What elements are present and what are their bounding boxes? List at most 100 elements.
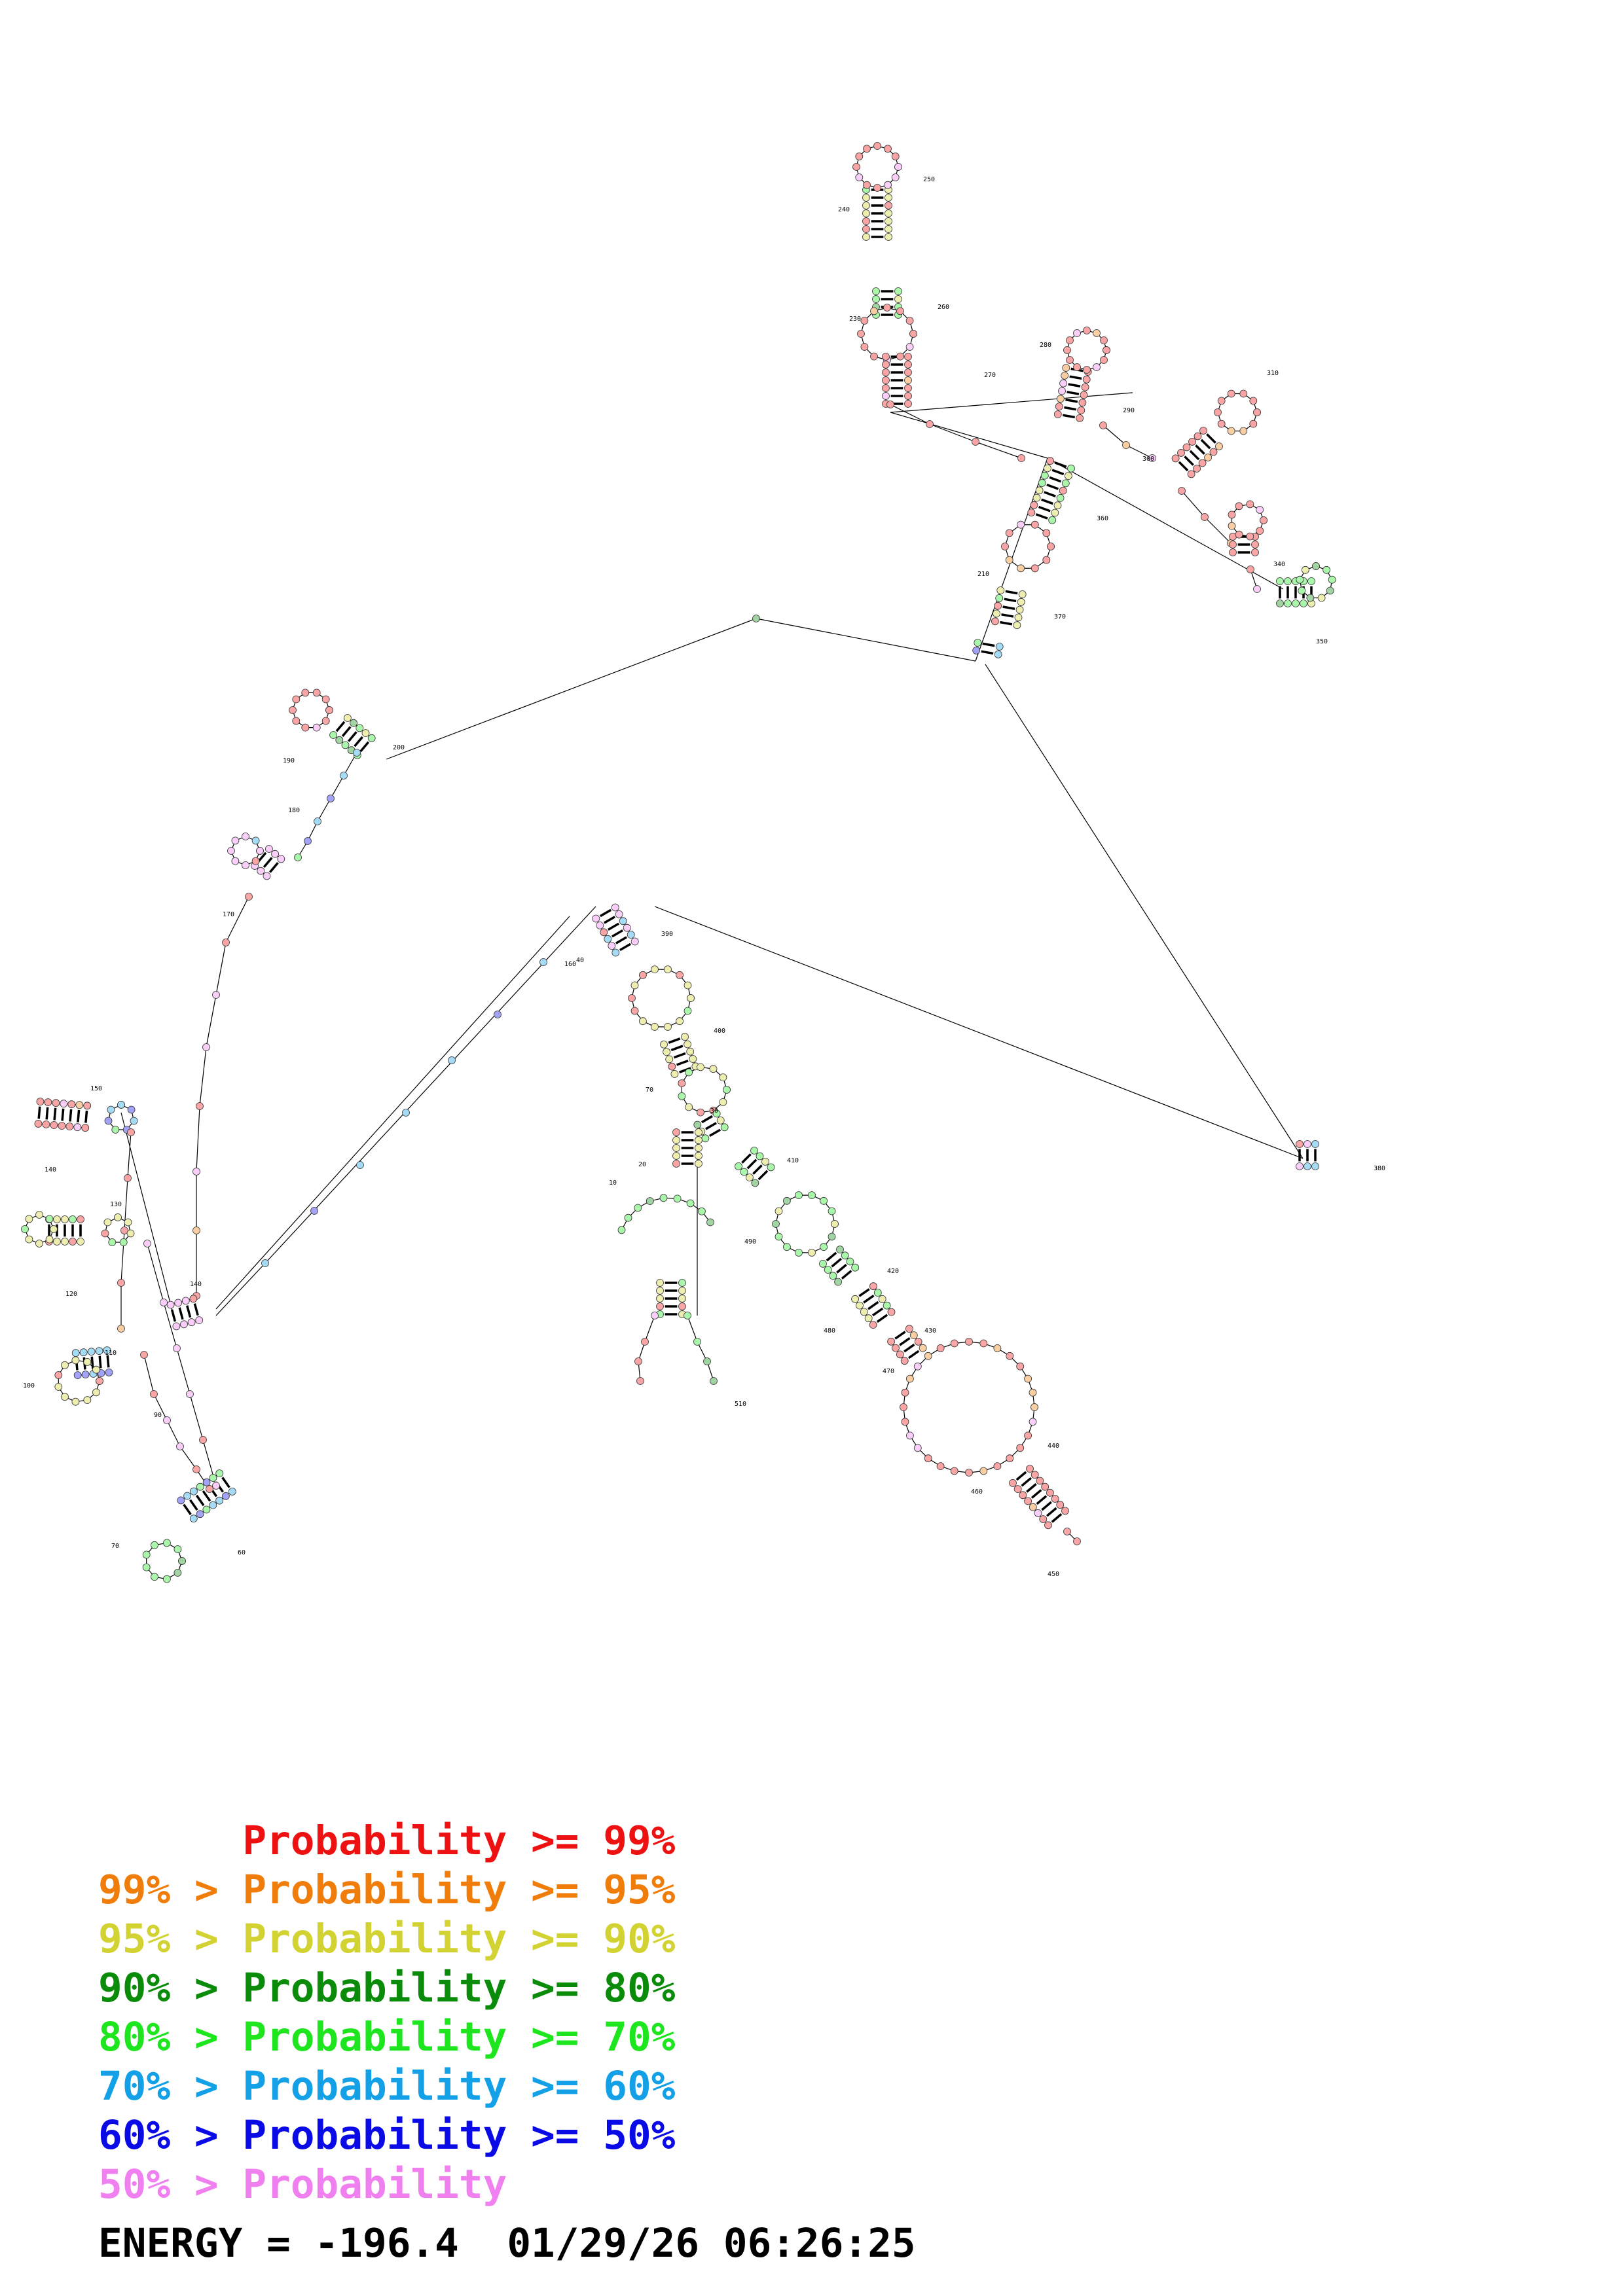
nucleotide	[160, 1299, 168, 1306]
base-pair-bond	[981, 650, 994, 655]
nucleotide	[735, 1162, 742, 1170]
nucleotide	[870, 352, 878, 361]
nucleotide	[894, 287, 902, 295]
nucleotide	[1015, 605, 1024, 614]
base-pair-bond	[1067, 391, 1080, 395]
nucleotide	[174, 1299, 183, 1307]
backbone-segment	[975, 441, 1022, 459]
position-label: 90	[154, 1412, 162, 1419]
nucleotide-circles	[21, 142, 1336, 1583]
base-pair-bond	[1206, 433, 1216, 444]
nucleotide	[1228, 522, 1236, 530]
nucleotide	[222, 939, 230, 946]
base-pair-bond	[1065, 398, 1078, 403]
nucleotide	[820, 1243, 828, 1251]
nucleotide	[1014, 613, 1023, 622]
position-label: 20	[638, 1161, 646, 1168]
nucleotide	[314, 817, 321, 825]
nucleotide	[630, 981, 639, 990]
nucleotide	[651, 1023, 659, 1031]
nucleotide	[656, 1287, 664, 1295]
base-pair-bond	[876, 1314, 888, 1323]
base-pair-bond	[705, 1122, 717, 1130]
nucleotide	[1227, 427, 1235, 435]
nucleotide	[1239, 427, 1248, 435]
nucleotide	[860, 1308, 868, 1316]
base-pair-bond	[195, 1494, 205, 1507]
nucleotide	[1048, 516, 1057, 524]
nucleotide	[163, 1416, 171, 1424]
nucleotide	[697, 1063, 704, 1071]
nucleotide	[1093, 363, 1101, 371]
nucleotide	[1062, 364, 1070, 372]
nucleotide	[701, 1134, 710, 1143]
backbone-segment	[127, 1132, 132, 1179]
nucleotide	[600, 928, 608, 937]
nucleotide	[686, 1047, 695, 1056]
nucleotide	[402, 1109, 410, 1117]
nucleotide	[972, 647, 981, 655]
nucleotide	[1284, 577, 1292, 585]
base-pair-bond	[1178, 461, 1189, 472]
nucleotide	[862, 194, 870, 202]
nucleotide	[869, 1282, 877, 1291]
nucleotide	[862, 225, 870, 233]
base-pair-bond	[858, 1288, 870, 1297]
nucleotide	[1061, 479, 1070, 488]
nucleotide	[192, 1227, 200, 1234]
nucleotide	[884, 194, 892, 202]
nucleotide	[1198, 459, 1207, 467]
nucleotide	[863, 145, 871, 153]
nucleotide	[108, 1238, 117, 1246]
nucleotide	[884, 145, 892, 153]
nucleotide	[904, 400, 912, 408]
nucleotide	[151, 1573, 158, 1581]
nucleotide	[1099, 422, 1107, 429]
nucleotide	[361, 729, 370, 737]
nucleotide	[183, 1492, 192, 1500]
nucleotide	[206, 1485, 213, 1493]
nucleotide	[1201, 513, 1209, 521]
nucleotide	[325, 706, 333, 714]
base-pair-bond	[752, 1164, 763, 1175]
nucleotide	[862, 202, 870, 209]
position-label: 60	[238, 1549, 246, 1556]
position-label: 110	[105, 1350, 117, 1357]
nucleotide	[195, 1316, 204, 1324]
nucleotide	[672, 1136, 680, 1144]
nucleotide	[860, 343, 869, 351]
backbone-segment	[654, 906, 1304, 1159]
nucleotide	[1046, 1488, 1054, 1497]
nucleotide	[851, 1295, 859, 1303]
nucleotide	[693, 1121, 702, 1129]
nucleotide	[719, 1098, 727, 1106]
nucleotide	[335, 736, 344, 744]
nucleotide	[1235, 530, 1243, 539]
nucleotide	[261, 1259, 269, 1267]
nucleotide	[143, 1240, 151, 1247]
nucleotide	[901, 1388, 909, 1397]
nucleotide	[92, 1365, 100, 1374]
base-pair-bond	[1001, 613, 1014, 618]
nucleotide	[1046, 457, 1054, 465]
nucleotide	[75, 1101, 84, 1109]
nucleotide	[1256, 527, 1264, 535]
nucleotide	[1005, 556, 1013, 564]
nucleotide	[720, 1123, 729, 1132]
nucleotide	[846, 1257, 854, 1266]
nucleotide	[1187, 470, 1195, 478]
nucleotide	[914, 1337, 922, 1346]
nucleotide	[896, 307, 904, 315]
nucleotide	[199, 1436, 207, 1444]
nucleotide	[1024, 1374, 1032, 1383]
backbone-segment	[196, 1105, 200, 1172]
nucleotide	[604, 935, 612, 943]
nucleotide	[678, 1279, 686, 1287]
nucleotide	[882, 368, 890, 376]
nucleotide	[1024, 1431, 1032, 1440]
nucleotide	[924, 1454, 932, 1463]
nucleotide	[883, 304, 891, 312]
nucleotide	[1298, 586, 1306, 595]
position-label: 510	[735, 1401, 746, 1408]
backbone-segment	[317, 798, 331, 822]
